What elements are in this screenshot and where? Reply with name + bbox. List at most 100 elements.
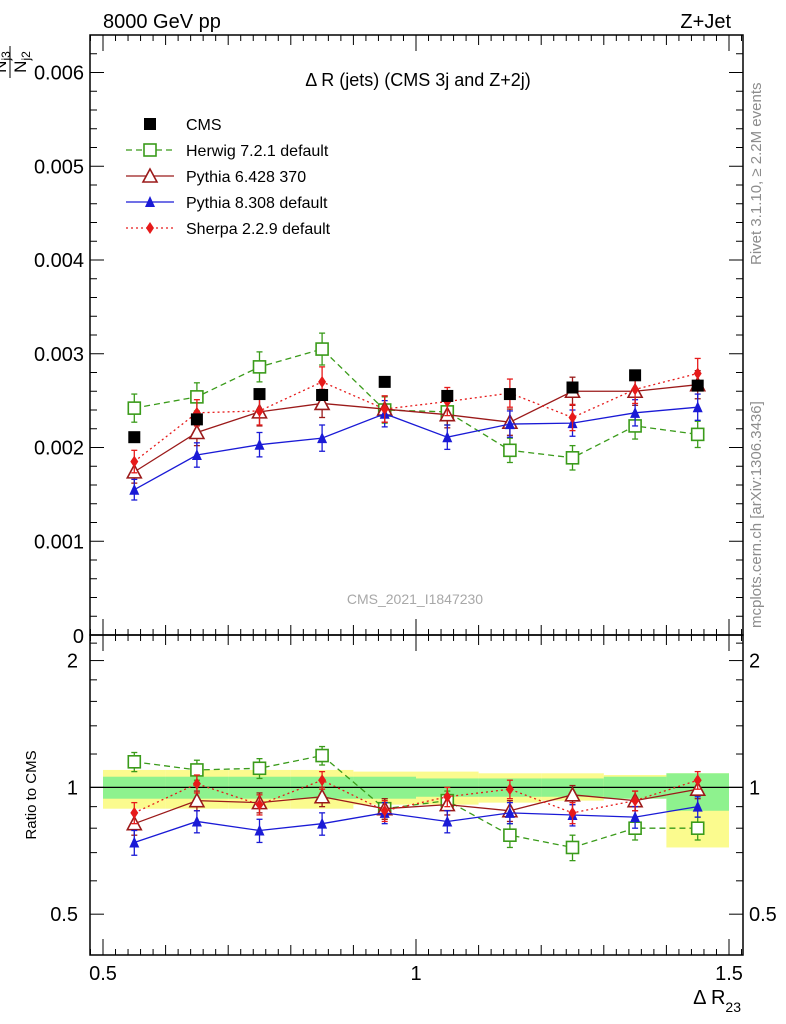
series-pythia-8-308-default-ratio-point: [129, 836, 140, 848]
legend-marker: [143, 143, 157, 157]
legend-marker: [146, 222, 154, 234]
series-pythia-8-308-default-main-point: [630, 406, 641, 418]
series-pythia-8-308-default-main-point: [254, 438, 265, 450]
x-tick-label: 1: [410, 963, 421, 985]
axis-ticks: [89, 34, 743, 956]
y-axis-label: Nj2 Nj3: [0, 46, 33, 78]
series-cms-main-point: [190, 413, 203, 426]
series-cms-main-point: [503, 388, 516, 401]
series-sherpa-2-2-9-default-main-line: [133, 372, 698, 463]
series-herwig-7-2-1-default-ratio-point: [127, 755, 142, 769]
series-herwig-7-2-1-default-ratio-line: [134, 754, 698, 849]
series-herwig-7-2-1-default-main-line: [134, 348, 698, 459]
series-pythia-6-428-370-ratio-point: [564, 786, 581, 802]
series-pythia-6-428-370-main-line: [133, 384, 698, 473]
series-cms-main-point: [566, 381, 579, 394]
y-tick-label: 0.005: [34, 156, 84, 178]
legend-entry-sherpa-2-2-9-default: Sherpa 2.2.9 default: [126, 221, 331, 238]
legend-label: Sherpa 2.2.9 default: [186, 221, 331, 238]
series-sherpa-2-2-9-default-ratio-point: [568, 806, 577, 819]
legend-entry-herwig-7-2-1-default: Herwig 7.2.1 default: [126, 143, 329, 160]
series-sherpa-2-2-9-default-ratio-point: [318, 774, 327, 787]
series-cms-main-point: [629, 369, 642, 382]
series-pythia-8-308-default-ratio-point: [254, 824, 265, 836]
series-pythia-6-428-370-main-point: [188, 423, 206, 440]
ratio-tick-label: 0.5: [749, 904, 777, 926]
legend-marker: [144, 118, 156, 130]
legend-entry-cms: CMS: [144, 117, 222, 134]
series-cms-main-point: [316, 389, 329, 401]
series-layer: [125, 332, 707, 862]
series-pythia-8-308-default-ratio-point: [692, 800, 703, 812]
series-pythia-6-428-370-main-point: [313, 394, 331, 411]
series-sherpa-2-2-9-default-ratio-point: [443, 790, 452, 803]
series-sherpa-2-2-9-default-main-point: [631, 383, 640, 396]
x-tick-label: 1.5: [715, 963, 743, 985]
y-tick-label: 0.003: [34, 344, 84, 366]
series-cms-main-point: [378, 375, 391, 388]
series-herwig-7-2-1-default-ratio-point: [690, 821, 705, 835]
series-pythia-8-308-default-ratio-point: [442, 815, 453, 827]
x-axis-label: Δ R23: [693, 987, 741, 1015]
legend-entry-pythia-8-308-default: Pythia 8.308 default: [126, 195, 328, 212]
ratio-tick-label: 0.5: [50, 904, 78, 926]
series-cms-main-point: [691, 379, 704, 392]
legend-label: CMS: [186, 117, 222, 134]
series-sherpa-2-2-9-default-ratio-point: [192, 777, 201, 790]
series-sherpa-2-2-9-default-ratio-point: [380, 804, 389, 817]
ratio-tick-label: 1: [67, 777, 78, 799]
y-label-denominator: Nj2: [11, 51, 33, 73]
legend-label: Herwig 7.2.1 default: [186, 143, 329, 160]
series-pythia-8-308-default-main-point: [692, 401, 703, 413]
tick-labels: 0.001 0.002 0.003 0.004 0.005 0.006 0 0.5 0.5 1 1 2…: [34, 63, 777, 986]
rivet-label: Rivet 3.1.10, ≥ 2.2M events: [748, 83, 765, 266]
series-sherpa-2-2-9-default-main-point: [130, 455, 139, 468]
x-tick-label: 0.5: [89, 963, 117, 985]
series-herwig-7-2-1-default-ratio-point: [315, 748, 329, 763]
header-left: 8000 GeV pp: [103, 11, 221, 33]
legend: CMS Herwig 7.2.1 default Pythia 6.428 370 P…: [126, 117, 331, 238]
series-herwig-7-2-1-default-ratio-point: [252, 761, 267, 776]
series-herwig-7-2-1-default-main-point: [690, 427, 705, 442]
series-sherpa-2-2-9-default-ratio-point: [255, 798, 264, 811]
series-cms-main-point: [441, 389, 454, 402]
series-pythia-8-308-default-ratio-line: [134, 806, 698, 844]
series-pythia-8-308-default-ratio-point: [317, 817, 328, 829]
mcplots-label: mcplots.cern.ch [arXiv:1306.3436]: [748, 401, 765, 628]
series-herwig-7-2-1-default-main-point: [127, 401, 142, 415]
series-sherpa-2-2-9-default-main-point: [568, 411, 577, 424]
legend-marker: [141, 167, 159, 183]
series-pythia-8-308-default-main-point: [191, 449, 202, 460]
series-herwig-7-2-1-default-main-point: [503, 443, 517, 458]
series-pythia-8-308-default-ratio-point: [504, 806, 515, 818]
series-sherpa-2-2-9-default-main-point: [255, 404, 264, 417]
series-pythia-8-308-default-main-point: [129, 483, 140, 495]
series-pythia-8-308-default: [129, 393, 703, 856]
series-pythia-8-308-default-main-line: [133, 406, 698, 491]
series-herwig-7-2-1-default-main-point: [252, 360, 267, 374]
series-sherpa-2-2-9-default-main-point: [693, 367, 702, 380]
series-pythia-6-428-370-ratio-point: [313, 788, 331, 804]
y-tick-label: 0.004: [34, 250, 84, 272]
y-tick-label: 0.002: [34, 438, 84, 460]
y-tick-label: 0: [73, 626, 84, 648]
legend-label: Pythia 8.308 default: [186, 195, 328, 212]
series-pythia-8-308-default-main-point: [504, 418, 515, 430]
series-pythia-8-308-default-ratio-point: [630, 811, 641, 823]
ratio-panel-frame: [89, 634, 744, 956]
ratio-y-axis-label: Ratio to CMS: [23, 750, 40, 839]
watermark: CMS_2021_I1847230: [347, 591, 483, 607]
series-cms-main-point: [253, 388, 266, 401]
series-cms: [128, 369, 704, 444]
series-cms-main-point: [128, 431, 141, 444]
series-pythia-8-308-default-ratio-point: [191, 815, 202, 827]
series-pythia-8-308-default-main-point: [442, 431, 453, 443]
series-sherpa-2-2-9-default: [130, 357, 702, 825]
series-sherpa-2-2-9-default-ratio-point: [631, 794, 640, 807]
series-herwig-7-2-1-default-ratio-point: [503, 828, 517, 842]
series-pythia-8-308-default-main-point: [317, 432, 328, 444]
series-pythia-6-428-370-ratio-point: [188, 791, 206, 808]
y-label-numerator: Nj3: [0, 51, 13, 73]
header-right: Z+Jet: [680, 11, 731, 33]
